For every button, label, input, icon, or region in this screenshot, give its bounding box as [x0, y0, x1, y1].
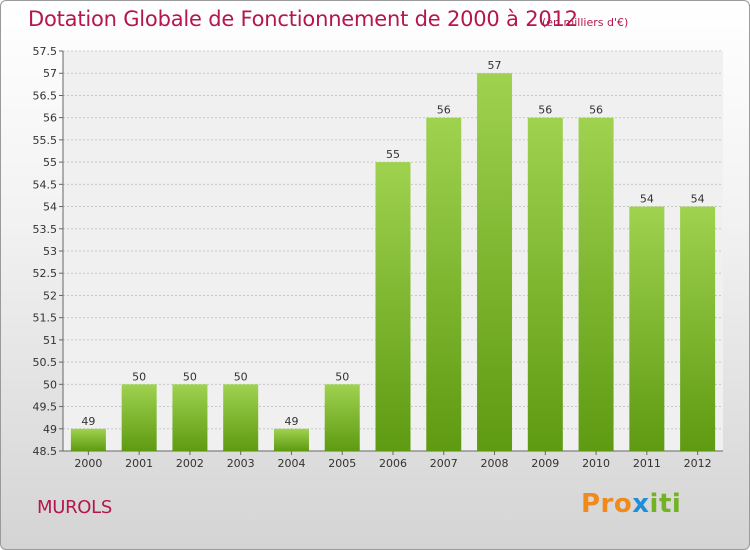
- bar-2007: [426, 117, 462, 452]
- y-tick-label: 48.5: [33, 445, 58, 458]
- value-label-2010: 56: [589, 104, 603, 117]
- x-tick-label-2012: 2012: [684, 457, 712, 470]
- y-tick-label: 49.5: [33, 401, 58, 414]
- value-label-2008: 57: [488, 59, 502, 72]
- value-label-2002: 50: [183, 370, 197, 383]
- proxiti-logo[interactable]: Proxiti: [581, 489, 681, 519]
- bar-2008: [477, 73, 513, 451]
- y-tick-label: 51: [43, 334, 57, 347]
- value-label-2012: 54: [691, 193, 705, 206]
- chart-title: Dotation Globale de Fonctionnement de 20…: [28, 7, 578, 31]
- x-tick-label-2000: 2000: [74, 457, 102, 470]
- x-tick-label-2010: 2010: [582, 457, 610, 470]
- y-tick-label: 53.5: [33, 223, 58, 236]
- value-label-2001: 50: [132, 370, 146, 383]
- y-tick-label: 52: [43, 289, 57, 302]
- y-tick-label: 52.5: [33, 267, 58, 280]
- bar-2000: [70, 428, 106, 451]
- x-tick-label-2005: 2005: [328, 457, 356, 470]
- value-label-2006: 55: [386, 148, 400, 161]
- bar-2006: [375, 162, 411, 451]
- logo-part-2: x: [632, 489, 650, 519]
- x-tick-label-2003: 2003: [227, 457, 255, 470]
- y-tick-label: 56: [43, 112, 57, 125]
- y-tick-label: 49: [43, 423, 57, 436]
- bar-2001: [121, 384, 157, 451]
- value-label-2009: 56: [538, 104, 552, 117]
- y-tick-label: 50: [43, 378, 57, 391]
- logo-part-1: Pro: [581, 489, 633, 519]
- y-tick-label: 54: [43, 201, 57, 214]
- x-tick-label-2007: 2007: [430, 457, 458, 470]
- y-tick-label: 57: [43, 67, 57, 80]
- bar-2004: [273, 428, 309, 451]
- bar-2005: [324, 384, 360, 451]
- bar-2010: [578, 117, 614, 452]
- town-name: MUROLS: [37, 497, 113, 518]
- bar-2011: [629, 206, 665, 451]
- y-tick-label: 50.5: [33, 356, 58, 369]
- value-label-2007: 56: [437, 104, 451, 117]
- y-tick-label: 56.5: [33, 89, 58, 102]
- logo-part-3: iti: [649, 489, 682, 519]
- y-tick-label: 51.5: [33, 312, 58, 325]
- x-tick-label-2006: 2006: [379, 457, 407, 470]
- value-label-2011: 54: [640, 193, 654, 206]
- value-label-2000: 49: [81, 415, 95, 428]
- x-tick-label-2001: 2001: [125, 457, 153, 470]
- value-label-2004: 49: [284, 415, 298, 428]
- bar-2002: [172, 384, 208, 451]
- bar-2009: [527, 117, 563, 452]
- y-tick-label: 53: [43, 245, 57, 258]
- chart-subtitle: (en milliers d'€): [542, 16, 629, 29]
- value-label-2005: 50: [335, 370, 349, 383]
- bar-2012: [680, 206, 716, 451]
- x-tick-label-2004: 2004: [277, 457, 305, 470]
- x-tick-label-2011: 2011: [633, 457, 661, 470]
- y-tick-label: 54.5: [33, 178, 58, 191]
- y-tick-label: 55: [43, 156, 57, 169]
- x-tick-label-2008: 2008: [481, 457, 509, 470]
- x-tick-label-2009: 2009: [531, 457, 559, 470]
- x-tick-label-2002: 2002: [176, 457, 204, 470]
- y-tick-label: 55.5: [33, 134, 58, 147]
- bar-2003: [223, 384, 259, 451]
- value-label-2003: 50: [234, 370, 248, 383]
- y-tick-label: 57.5: [33, 45, 58, 58]
